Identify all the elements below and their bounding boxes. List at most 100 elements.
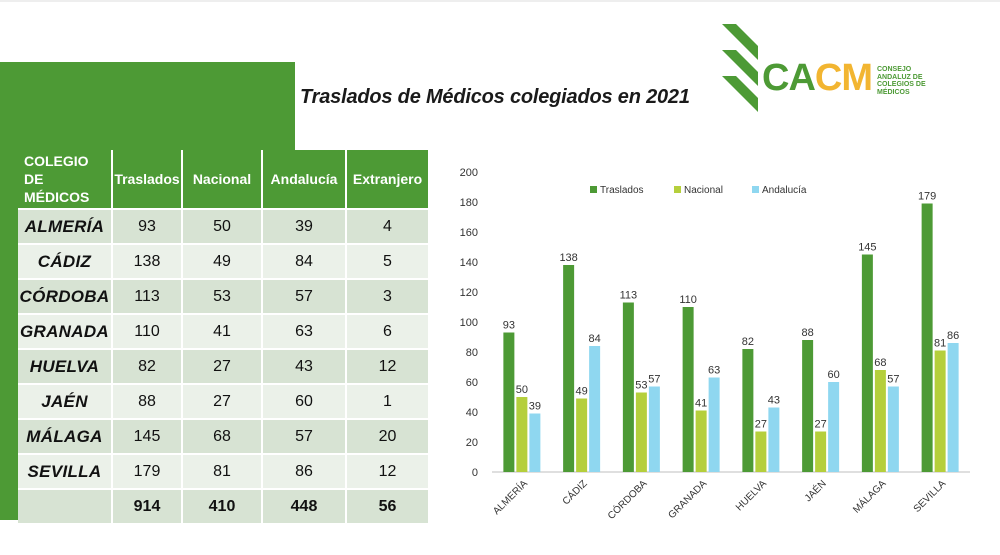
cell-extranjero: 12 — [346, 349, 428, 385]
cell-traslados: 145 — [112, 419, 183, 455]
bar-traslados — [682, 307, 694, 472]
header-colegio: COLEGIO DE MÉDICOS — [18, 150, 113, 210]
cell-colegio: CÓRDOBA — [18, 279, 113, 315]
data-label: 113 — [620, 290, 638, 302]
cell-extranjero: 4 — [346, 209, 428, 245]
top-divider — [0, 0, 1000, 2]
data-label: 41 — [695, 398, 707, 410]
legend-swatch — [674, 186, 681, 193]
cell-nacional: 53 — [182, 279, 263, 315]
bar-nacional — [755, 431, 767, 472]
data-label: 60 — [828, 369, 840, 381]
bar-nacional — [815, 431, 827, 472]
data-label: 27 — [815, 419, 827, 431]
cell-traslados: 82 — [112, 349, 183, 385]
cell-andalucia: 63 — [262, 314, 347, 350]
bar-traslados — [861, 254, 873, 472]
logo-subtitle: CONSEJO ANDALUZ DE COLEGIOS DE MÉDICOS — [877, 66, 957, 96]
bar-nacional — [874, 370, 886, 472]
bar-traslados — [802, 340, 814, 472]
cell-nacional: 68 — [182, 419, 263, 455]
data-label: 49 — [576, 386, 588, 398]
table-row: HUELVA 82 27 43 12 — [18, 349, 428, 385]
cell-andalucia: 84 — [262, 244, 347, 280]
cell-colegio: HUELVA — [18, 349, 113, 385]
cell-nacional: 41 — [182, 314, 263, 350]
table-header-row: COLEGIO DE MÉDICOS Traslados Nacional An… — [18, 150, 428, 210]
data-label: 53 — [635, 380, 647, 392]
cell-traslados: 88 — [112, 384, 183, 420]
cell-nacional: 49 — [182, 244, 263, 280]
bar-nacional — [934, 350, 946, 472]
category-label: MÁLAGA — [850, 477, 889, 516]
category-label: HUELVA — [734, 478, 769, 513]
data-label: 145 — [858, 242, 876, 254]
data-label: 63 — [708, 365, 720, 377]
bar-traslados — [622, 302, 634, 472]
data-label: 88 — [802, 327, 814, 339]
data-label: 50 — [516, 384, 528, 396]
traslados-table: COLEGIO DE MÉDICOS Traslados Nacional An… — [18, 150, 428, 525]
y-tick-label: 200 — [460, 167, 478, 179]
table-row: GRANADA 110 41 63 6 — [18, 314, 428, 350]
header-traslados: Traslados — [112, 150, 183, 210]
cell-colegio: MÁLAGA — [18, 419, 113, 455]
logo-chevrons-icon — [722, 24, 758, 112]
page-title: Traslados de Médicos colegiados en 2021 — [300, 86, 690, 108]
data-label: 82 — [742, 336, 754, 348]
header-nacional: Nacional — [182, 150, 263, 210]
bar-traslados — [563, 265, 575, 472]
legend-label: Traslados — [600, 185, 644, 196]
bar-andalucía — [887, 386, 899, 472]
y-tick-label: 160 — [460, 227, 478, 239]
y-tick-label: 180 — [460, 197, 478, 209]
bar-andalucía — [708, 377, 720, 472]
data-label: 57 — [648, 374, 660, 386]
table-row: ALMERÍA 93 50 39 4 — [18, 209, 428, 245]
cell-colegio: SEVILLA — [18, 454, 113, 490]
data-label: 84 — [589, 333, 601, 345]
data-label: 93 — [503, 320, 515, 332]
cell-andalucia: 43 — [262, 349, 347, 385]
traslados-bar-chart: 0 20 40 60 80 100 120 140 160 180 200 93 50 39 ALMERÍA… — [440, 160, 990, 550]
logo-subtitle-line: CONSEJO — [877, 66, 912, 73]
bar-traslados — [503, 332, 515, 472]
y-tick-label: 100 — [460, 317, 478, 329]
bar-andalucía — [947, 343, 959, 472]
bar-nacional — [695, 410, 707, 472]
y-tick-label: 40 — [466, 407, 478, 419]
logo-text-accent: CM — [814, 57, 873, 99]
cell-traslados: 113 — [112, 279, 183, 315]
header-andalucia: Andalucía — [262, 150, 347, 210]
table-row: SEVILLA 179 81 86 12 — [18, 454, 428, 490]
cell-andalucia: 86 — [262, 454, 347, 490]
cell-traslados: 110 — [112, 314, 183, 350]
y-tick-label: 120 — [460, 287, 478, 299]
cell-nacional: 27 — [182, 384, 263, 420]
bar-nacional — [576, 398, 588, 472]
data-label: 138 — [559, 252, 577, 264]
y-tick-label: 140 — [460, 257, 478, 269]
data-label: 39 — [529, 401, 541, 413]
table-row: CÓRDOBA 113 53 57 3 — [18, 279, 428, 315]
category-label: GRANADA — [666, 478, 709, 521]
category-label: ALMERÍA — [490, 477, 530, 517]
data-label: 27 — [755, 419, 767, 431]
bar-andalucía — [648, 386, 660, 472]
cell-total-andalucia: 448 — [262, 489, 347, 525]
bar-nacional — [516, 397, 528, 472]
bar-andalucía — [589, 346, 601, 472]
bar-nacional — [635, 392, 647, 472]
cell-total-label — [18, 489, 113, 525]
y-tick-label: 0 — [472, 467, 478, 479]
legend-label: Andalucía — [762, 185, 807, 196]
cell-extranjero: 3 — [346, 279, 428, 315]
data-label: 86 — [947, 330, 959, 342]
header-extranjero: Extranjero — [346, 150, 428, 210]
cell-colegio: ALMERÍA — [18, 209, 113, 245]
category-label: SEVILLA — [912, 478, 949, 515]
data-label: 110 — [679, 294, 697, 306]
table-total-row: 914 410 448 56 — [18, 489, 428, 525]
cell-extranjero: 1 — [346, 384, 428, 420]
y-tick-label: 20 — [466, 437, 478, 449]
